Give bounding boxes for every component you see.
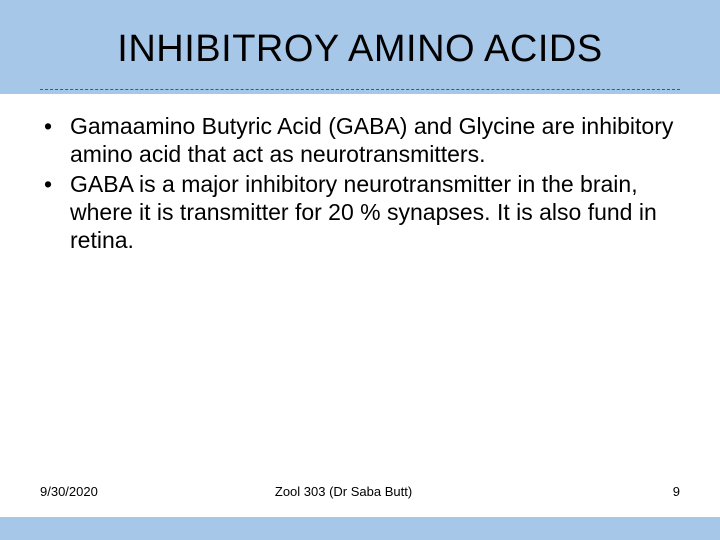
footer-page-number: 9 <box>673 484 680 499</box>
list-item: GABA is a major inhibitory neurotransmit… <box>30 170 690 254</box>
content-region: Gamaamino Butyric Acid (GABA) and Glycin… <box>0 94 720 517</box>
slide-footer: 9/30/2020 Zool 303 (Dr Saba Butt) 9 <box>0 484 720 499</box>
slide-title: INHIBITROY AMINO ACIDS <box>0 28 720 71</box>
list-item: Gamaamino Butyric Acid (GABA) and Glycin… <box>30 112 690 168</box>
title-region: INHIBITROY AMINO ACIDS <box>0 0 720 89</box>
bullet-list: Gamaamino Butyric Acid (GABA) and Glycin… <box>30 112 690 254</box>
footer-center: Zool 303 (Dr Saba Butt) <box>275 484 412 499</box>
title-divider <box>40 89 680 90</box>
footer-date: 9/30/2020 <box>40 484 98 499</box>
